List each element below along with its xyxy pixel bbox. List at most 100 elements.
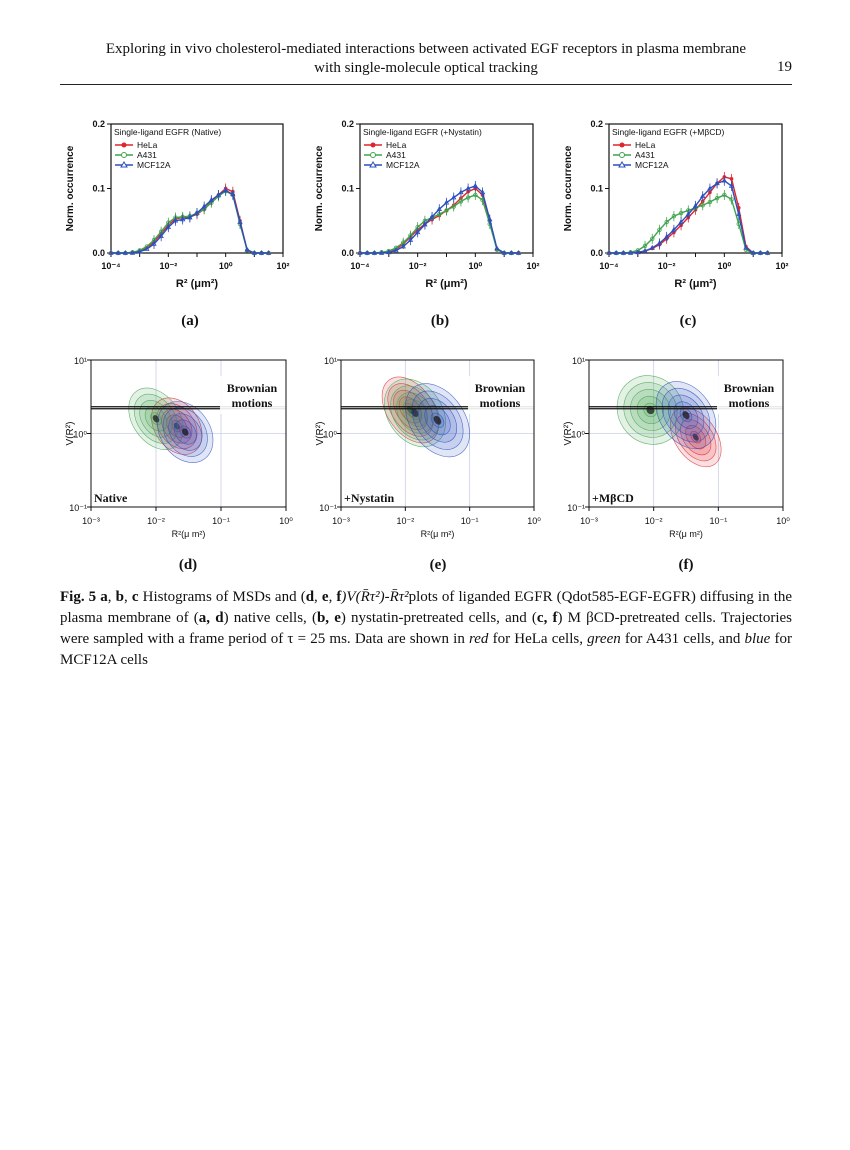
- brownian-label-bg: [468, 376, 534, 414]
- data-point: [650, 236, 655, 242]
- data-point: [479, 189, 486, 195]
- y-tick-label: 10⁻¹: [69, 503, 87, 513]
- brownian-label: Brownian: [724, 381, 775, 395]
- legend-marker: [619, 142, 625, 148]
- data-point: [728, 182, 735, 188]
- caption-text: ) nystatin-pretreated cells, and (: [340, 610, 537, 626]
- page-number: 19: [777, 59, 792, 75]
- caption-text: ) M βCD-pretreated cells. Trajectories w…: [60, 610, 792, 647]
- data-point: [265, 249, 272, 255]
- y-tick-label: 0.1: [590, 184, 603, 194]
- legend-label: HeLa: [635, 140, 656, 150]
- data-point: [671, 214, 677, 219]
- caption-ad: a, d: [198, 610, 224, 626]
- y-tick-label: 10¹: [74, 356, 87, 366]
- header-line-1: Exploring in vivo cholesterol-mediated i…: [105, 41, 747, 57]
- legend-label: HeLa: [386, 140, 407, 150]
- data-point: [386, 249, 392, 255]
- data-point: [144, 246, 150, 251]
- y-axis-label: Norm. occurrence: [314, 145, 325, 231]
- legend-marker: [120, 161, 128, 168]
- legend-title: Single-ligand EGFR (+MβCD): [612, 127, 725, 137]
- legend-label: A431: [635, 150, 655, 160]
- caption-sep: ,: [107, 589, 116, 605]
- y-tick-label: 10⁰: [73, 430, 87, 440]
- data-point: [208, 197, 215, 202]
- y-axis-label: Norm. occurrence: [65, 145, 76, 231]
- y-tick-label: 0.0: [92, 248, 105, 258]
- legend-label: HeLa: [137, 140, 158, 150]
- data-point: [743, 244, 749, 250]
- data-point: [251, 249, 258, 255]
- data-point: [664, 219, 669, 225]
- data-point: [627, 249, 634, 255]
- data-point: [473, 192, 478, 198]
- legend-label: MCF12A: [635, 160, 669, 170]
- caption-cf: c, f: [536, 610, 558, 626]
- data-point: [201, 203, 207, 209]
- legend-marker: [369, 161, 377, 168]
- data-point: [115, 249, 121, 255]
- data-point: [443, 199, 450, 205]
- x-tick-label: 10²: [775, 261, 788, 271]
- y-tick-label: 10⁻¹: [319, 503, 337, 513]
- data-point: [700, 193, 706, 199]
- data-point: [620, 249, 627, 255]
- data-point: [671, 226, 677, 232]
- data-point: [194, 209, 200, 215]
- header-line-2: with single-molecule optical tracking: [314, 60, 538, 76]
- caption-be: b, e: [316, 610, 341, 626]
- data-point: [508, 249, 515, 255]
- panel-label: (a): [181, 313, 199, 329]
- histogram-panel: 0.0 0.1 0.2 10⁻⁴ 10⁻² 10⁰ 10² R² (μm²) Norm. occ…: [65, 119, 290, 290]
- caption-text: Histograms of MSDs and (: [138, 589, 306, 605]
- y-tick-label: 10⁰: [323, 430, 337, 440]
- x-axis-label: R²(μ m²): [172, 529, 206, 539]
- data-point: [165, 224, 172, 229]
- caption-a: a: [100, 589, 108, 605]
- data-point: [414, 229, 421, 235]
- brownian-label: motions: [480, 396, 521, 410]
- data-point: [714, 180, 720, 186]
- caption-c: c: [131, 589, 139, 605]
- x-tick-label: 10⁻³: [332, 516, 350, 526]
- running-header: Exploring in vivo cholesterol-mediated i…: [60, 40, 792, 78]
- data-point: [371, 249, 378, 255]
- x-tick-label: 10⁰: [527, 516, 541, 526]
- x-axis-label: R² (μm²): [176, 278, 219, 290]
- legend-label: A431: [137, 150, 157, 160]
- y-tick-label: 0.2: [341, 119, 354, 129]
- caption-blue: blue: [744, 631, 771, 647]
- y-axis-label: V(R²): [563, 422, 574, 446]
- x-tick-label: 10⁻³: [580, 516, 598, 526]
- legend-marker: [619, 152, 625, 158]
- y-tick-label: 0.1: [92, 184, 105, 194]
- data-point: [757, 249, 764, 255]
- data-point: [465, 185, 471, 191]
- data-point: [136, 248, 143, 254]
- series-line-a431: [360, 194, 519, 254]
- legend-label: MCF12A: [386, 160, 420, 170]
- x-axis-label: R²(μ m²): [669, 529, 703, 539]
- x-tick-label: 10⁻²: [645, 516, 663, 526]
- data-point: [129, 249, 136, 255]
- data-point: [429, 213, 435, 219]
- data-point: [642, 248, 648, 253]
- legend-marker: [370, 152, 376, 158]
- caption-red: red: [468, 631, 489, 647]
- x-tick-label: 10⁰: [718, 261, 732, 271]
- x-tick-label: 10⁻²: [159, 261, 177, 271]
- x-tick-label: 10⁻⁴: [350, 261, 369, 271]
- x-tick-label: 10⁰: [776, 516, 790, 526]
- figure-caption: Fig. 5 a, b, c Histograms of MSDs and (d…: [60, 589, 793, 668]
- data-point: [729, 197, 734, 202]
- legend-title: Single-ligand EGFR (+Nystatin): [363, 127, 482, 137]
- data-point: [458, 189, 464, 195]
- x-tick-label: 10⁻³: [82, 516, 100, 526]
- caption-f: f: [336, 589, 342, 605]
- data-point: [501, 249, 507, 255]
- caption-d: d: [305, 589, 315, 605]
- data-point: [472, 182, 479, 188]
